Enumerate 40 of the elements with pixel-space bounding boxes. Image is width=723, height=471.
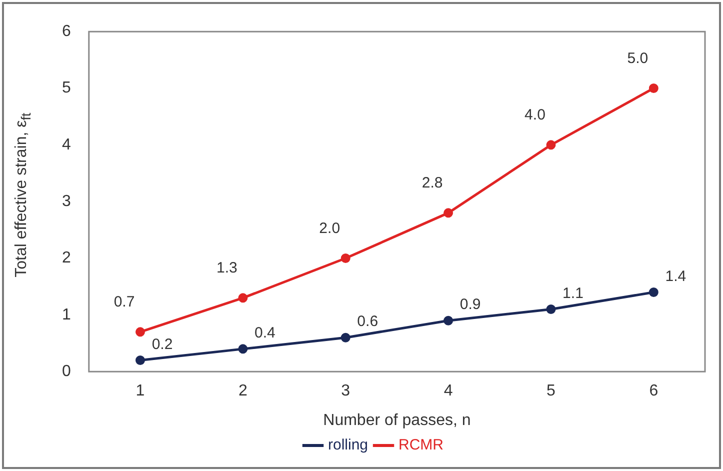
point — [340, 254, 350, 264]
x-tick-label: 3 — [341, 382, 350, 400]
x-tick-label: 6 — [649, 382, 658, 400]
data-label: 1.4 — [665, 268, 686, 285]
point — [648, 84, 658, 94]
x-tick-label: 5 — [546, 382, 556, 400]
data-label: 1.3 — [216, 260, 238, 277]
point — [444, 208, 454, 218]
point — [238, 344, 248, 354]
x-axis-title: Number of passes, n — [323, 412, 471, 429]
data-label: 4.0 — [524, 106, 546, 124]
y-tick-label: 2 — [62, 250, 71, 267]
y-tick-label: 5 — [62, 80, 71, 97]
point — [135, 327, 145, 337]
data-label: 0.4 — [254, 324, 276, 342]
data-label: 2.0 — [319, 220, 340, 237]
x-tick-label: 4 — [444, 382, 453, 400]
point — [238, 293, 248, 303]
data-label: 0.6 — [357, 313, 378, 330]
legend-label: rolling — [328, 436, 368, 454]
y-tick-label: 1 — [62, 306, 71, 324]
data-label: 2.8 — [422, 174, 443, 192]
point — [648, 288, 658, 298]
data-label: 0.9 — [460, 296, 481, 314]
point — [340, 332, 350, 342]
y-tick-label: 4 — [62, 136, 71, 154]
data-label: 0.2 — [152, 336, 173, 353]
data-label: 0.7 — [114, 294, 135, 311]
y-tick-label: 3 — [62, 193, 71, 210]
x-tick-label: 1 — [136, 382, 145, 400]
data-label: 1.1 — [562, 284, 584, 302]
point — [546, 304, 556, 314]
point — [546, 140, 556, 150]
point — [444, 316, 454, 326]
point — [135, 356, 145, 366]
data-label: 5.0 — [627, 50, 648, 67]
y-tick-label: 6 — [62, 23, 71, 40]
x-tick-label: 2 — [238, 382, 248, 400]
legend-label: RCMR — [398, 436, 444, 454]
y-tick-label: 0 — [62, 363, 71, 380]
